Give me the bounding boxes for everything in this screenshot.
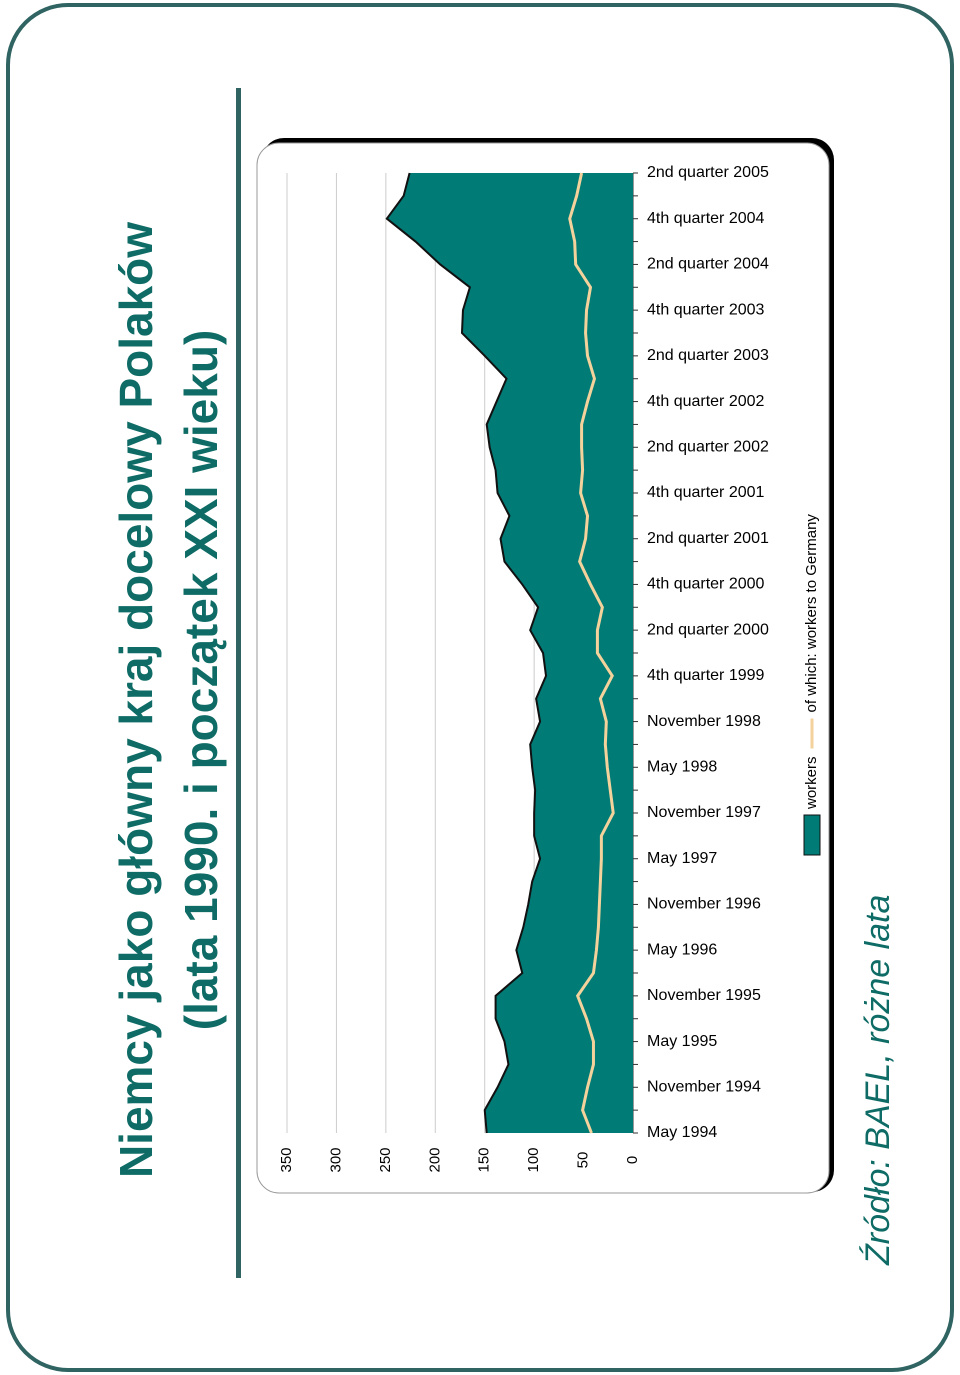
value-tick-label: 250: [377, 1147, 394, 1172]
category-label: May 1997: [647, 850, 717, 867]
area-edge: [385, 172, 548, 1134]
category-label: May 1996: [647, 941, 717, 958]
value-tick-label: 100: [525, 1147, 542, 1172]
value-tick-label: 50: [575, 1152, 592, 1169]
chart-frame: [256, 142, 830, 1194]
category-label: November 1998: [647, 713, 761, 730]
value-tick-label: 350: [278, 1147, 295, 1172]
category-label: May 1998: [647, 759, 717, 776]
value-tick-label: 0: [624, 1156, 641, 1164]
title-rule: [236, 88, 241, 1278]
legend: workers of which: workers to Germany: [803, 514, 821, 856]
legend-label: workers: [803, 756, 820, 810]
category-label: November 1995: [647, 987, 761, 1004]
category-label: 2nd quarter 2000: [647, 621, 769, 638]
title-line: Niemcy jako główny kraj docelowy Polaków: [110, 222, 162, 1178]
category-label: November 1996: [647, 896, 761, 913]
legend-label: of which: workers to Germany: [803, 514, 820, 713]
category-label: May 1994: [647, 1124, 717, 1141]
line: [568, 172, 615, 1134]
legend-swatch: [803, 814, 821, 856]
source: Źródło: BAEL, różne lata: [859, 895, 897, 1266]
category-label: 4th quarter 1999: [647, 667, 765, 684]
category-label: 2nd quarter 2001: [647, 530, 769, 547]
category-label: 4th quarter 2002: [647, 393, 765, 410]
plot: 0 50 100 150 200 250 300 350 May 1994 November 19…: [278, 164, 821, 1173]
value-tick-label: 150: [476, 1147, 493, 1172]
title-line: (lata 1990. i początek XXI wieku): [175, 330, 227, 1031]
category-label: November 1994: [647, 1079, 761, 1096]
category-label: May 1995: [647, 1033, 717, 1050]
area: [386, 173, 633, 1133]
category-label: November 1997: [647, 804, 761, 821]
category-label: 2nd quarter 2005: [647, 164, 769, 181]
category-label: 4th quarter 2004: [647, 210, 765, 227]
category-label: 4th quarter 2001: [647, 484, 765, 501]
value-tick-label: 300: [327, 1147, 344, 1172]
category-label: 2nd quarter 2003: [647, 347, 769, 364]
category-label: 4th quarter 2000: [647, 576, 765, 593]
value-tick-label: 200: [426, 1147, 443, 1172]
category-label: 2nd quarter 2002: [647, 439, 769, 456]
category-label: 2nd quarter 2004: [647, 256, 769, 273]
category-label: 4th quarter 2003: [647, 301, 765, 318]
